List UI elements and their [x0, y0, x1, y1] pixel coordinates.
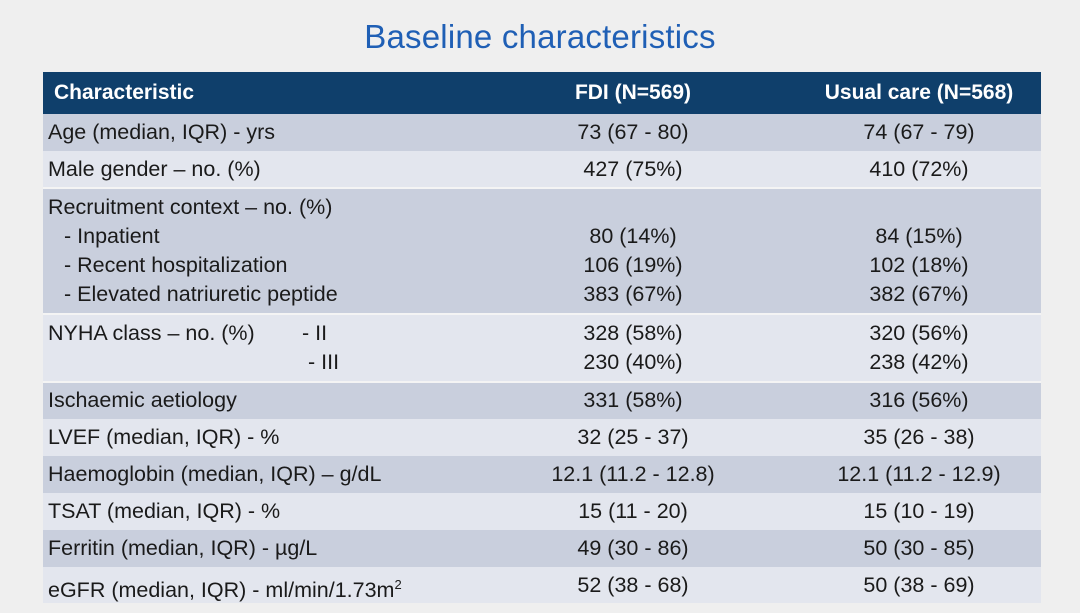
usual-care-value: 35 (26 - 38) [863, 425, 975, 449]
row-label: Haemoglobin (median, IQR) – g/dL [48, 462, 382, 486]
usual-care-value: 50 (30 - 85) [863, 536, 975, 560]
table-row: Ischaemic aetiology 331 (58%) 316 (56%) [43, 381, 1041, 419]
table-row-recruitment: Recruitment context – no. (%) - Inpatien… [43, 187, 1041, 313]
table-row: Age (median, IQR) - yrs 73 (67 - 80) 74 … [43, 114, 1041, 151]
table-row: LVEF (median, IQR) - % 32 (25 - 37) 35 (… [43, 419, 1041, 456]
sub-row-label: - Elevated natriuretic peptide [64, 282, 338, 306]
fdi-value: 49 (30 - 86) [577, 536, 689, 560]
row-label: eGFR (median, IQR) - ml/min/1.73m2 [48, 567, 402, 608]
row-label: NYHA class – no. (%) [48, 321, 255, 345]
fdi-value: 230 (40%) [583, 350, 683, 374]
row-label: LVEF (median, IQR) - % [48, 425, 280, 449]
baseline-table: Characteristic FDI (N=569) Usual care (N… [43, 72, 1041, 603]
row-label: TSAT (median, IQR) - % [48, 499, 281, 523]
row-label: Male gender – no. (%) [48, 157, 261, 181]
table-row: TSAT (median, IQR) - % 15 (11 - 20) 15 (… [43, 493, 1041, 530]
slide-title: Baseline characteristics [364, 18, 716, 55]
usual-care-value: 410 (72%) [869, 157, 969, 181]
usual-care-value: 50 (38 - 69) [863, 573, 975, 597]
table-row: Male gender – no. (%) 427 (75%) 410 (72%… [43, 151, 1041, 187]
usual-care-value: 320 (56%) [869, 321, 969, 345]
usual-care-value: 238 (42%) [869, 350, 969, 374]
fdi-value: 331 (58%) [583, 388, 683, 412]
sub-row-label: - II [302, 321, 328, 345]
usual-care-value: 382 (67%) [869, 282, 969, 306]
header-characteristic: Characteristic [54, 81, 195, 104]
egfr-label-superscript: 2 [394, 577, 402, 592]
fdi-value: 12.1 (11.2 - 12.8) [551, 462, 715, 486]
fdi-value: 32 (25 - 37) [577, 425, 689, 449]
table-row-nyha: NYHA class – no. (%) - II 328 (58%) 320 … [43, 313, 1041, 381]
usual-care-value: 12.1 (11.2 - 12.9) [837, 462, 1001, 486]
header-fdi: FDI (N=569) [574, 81, 692, 104]
row-label: Recruitment context – no. (%) [48, 195, 333, 219]
fdi-value: 328 (58%) [583, 321, 683, 345]
table-row: Ferritin (median, IQR) - µg/L 49 (30 - 8… [43, 530, 1041, 567]
sub-row-label: - Inpatient [64, 224, 160, 248]
sub-row-label: - III [308, 350, 340, 374]
fdi-value: 427 (75%) [583, 157, 683, 181]
fdi-value: 80 (14%) [589, 224, 677, 248]
sub-row-label: - Recent hospitalization [64, 253, 288, 277]
fdi-value: 15 (11 - 20) [578, 499, 688, 523]
fdi-value: 52 (38 - 68) [577, 573, 689, 597]
usual-care-value: 102 (18%) [869, 253, 969, 277]
table-row: Haemoglobin (median, IQR) – g/dL 12.1 (1… [43, 456, 1041, 493]
table-header-row: Characteristic FDI (N=569) Usual care (N… [43, 72, 1041, 114]
usual-care-value: 84 (15%) [875, 224, 963, 248]
row-label: Ischaemic aetiology [48, 388, 237, 412]
fdi-value: 106 (19%) [583, 253, 683, 277]
usual-care-value: 316 (56%) [869, 388, 969, 412]
egfr-label-text: eGFR (median, IQR) - ml/min/1.73m [48, 578, 395, 602]
fdi-value: 383 (67%) [583, 282, 683, 306]
usual-care-value: 15 (10 - 19) [863, 499, 975, 523]
header-usual-care: Usual care (N=568) [824, 81, 1014, 104]
usual-care-value: 74 (67 - 79) [863, 120, 975, 144]
row-label: Age (median, IQR) - yrs [48, 120, 275, 144]
table-row: eGFR (median, IQR) - ml/min/1.73m2 52 (3… [43, 567, 1041, 603]
fdi-value: 73 (67 - 80) [577, 120, 689, 144]
row-label: Ferritin (median, IQR) - µg/L [48, 536, 318, 560]
